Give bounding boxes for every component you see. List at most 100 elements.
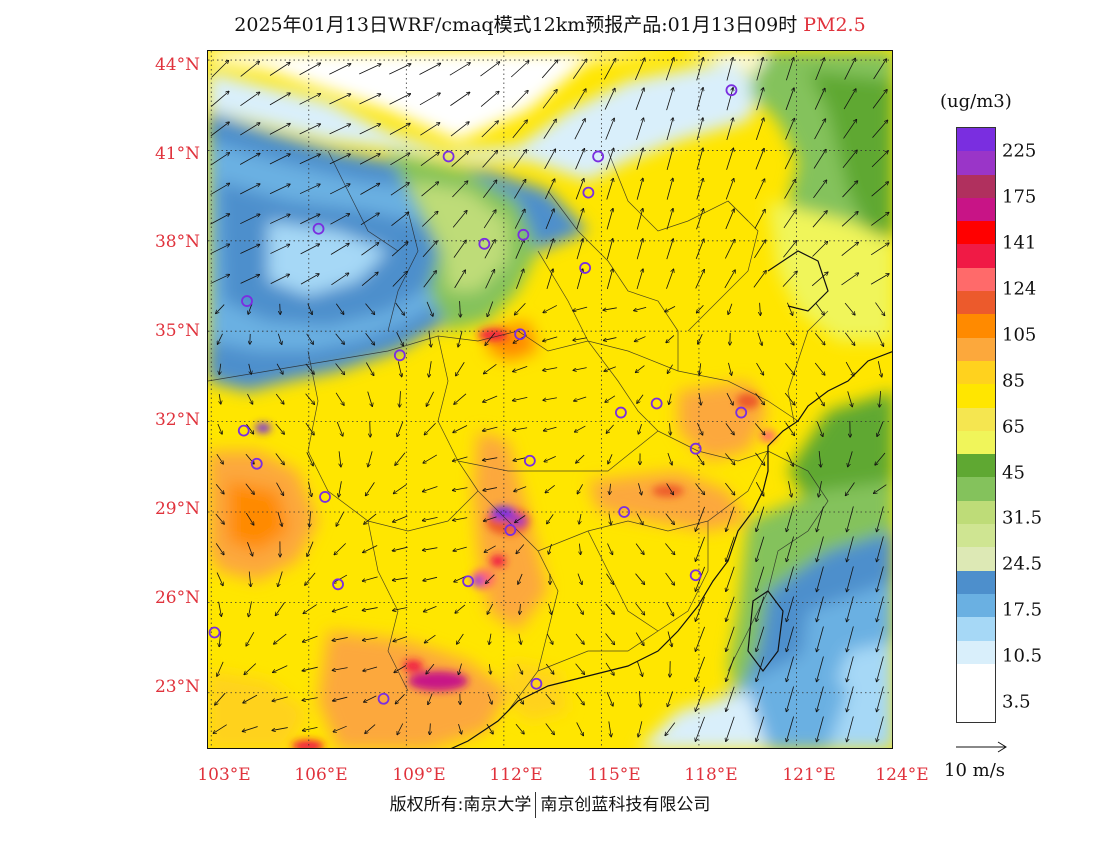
wind-arrow: [728, 303, 733, 315]
copyright-right: 南京创蓝科技有限公司: [540, 795, 711, 815]
wind-arrow: [516, 693, 524, 704]
wind-arrow: [543, 397, 557, 401]
wind-arrow: [485, 270, 495, 289]
wind-arrow: [573, 337, 588, 341]
wind-arrow: [666, 335, 675, 342]
wind-arrow: [726, 566, 735, 592]
wind-arrow: [695, 596, 705, 621]
wind-arrow: [875, 302, 884, 316]
wind-arrow: [421, 211, 438, 227]
wind-arrow: [512, 120, 527, 139]
wind-arrow: [423, 454, 438, 463]
wind-arrow: [783, 241, 796, 258]
wind-arrow: [396, 331, 404, 346]
wind-arrow: [483, 180, 496, 199]
wind-arrow: [606, 178, 613, 200]
wind-arrow: [665, 543, 674, 555]
wind-arrow: [576, 722, 584, 735]
wind-arrow: [300, 244, 320, 255]
wind-arrow: [696, 118, 703, 141]
wind-arrow: [240, 245, 259, 254]
wind-arrow: [453, 546, 467, 551]
wind-arrow: [577, 573, 582, 585]
wind-arrow: [515, 302, 526, 315]
wind-arrow: [513, 427, 528, 430]
wind-arrow: [726, 88, 733, 111]
wind-arrow: [814, 88, 825, 110]
wind-arrow: [389, 94, 411, 105]
wind-arrow: [609, 483, 610, 495]
wind-arrow: [329, 124, 351, 135]
wind-arrow: [389, 123, 410, 135]
wind-arrow: [219, 631, 221, 646]
wind-arrow: [697, 305, 704, 312]
wind-arrow: [726, 686, 735, 712]
wind-arrow: [576, 239, 583, 260]
city-marker: [650, 397, 663, 410]
wind-arrow: [782, 271, 797, 287]
wind-arrow: [300, 214, 319, 225]
wind-arrow: [452, 181, 467, 198]
wind-arrow: [696, 209, 704, 230]
city-marker: [592, 150, 605, 163]
wind-arrow: [361, 243, 378, 256]
wind-arrow: [363, 637, 378, 641]
wind-arrow: [841, 242, 858, 256]
wind-arrow: [419, 63, 440, 75]
wind-arrow: [818, 481, 822, 497]
wind-arrow: [847, 596, 854, 621]
wind-arrow: [843, 89, 856, 110]
wind-arrow: [455, 604, 466, 613]
wind-arrow: [695, 656, 705, 681]
wind-arrow: [269, 184, 290, 195]
wind-arrow: [483, 395, 498, 402]
wind-arrow: [544, 149, 556, 170]
city-marker: [530, 677, 543, 690]
city-marker: [393, 349, 406, 362]
wind-arrow: [697, 422, 702, 435]
wind-arrow: [670, 423, 671, 435]
wind-arrow: [635, 603, 645, 614]
wind-arrow: [458, 331, 463, 346]
city-marker: [725, 84, 738, 97]
wind-arrow: [300, 274, 319, 285]
wind-arrow: [484, 240, 495, 259]
wind-arrow: [333, 696, 348, 701]
wind-arrow: [606, 691, 613, 706]
wind-arrow: [666, 269, 673, 289]
wind-arrow: [305, 572, 316, 585]
city-marker: [462, 575, 474, 588]
wind-arrow: [333, 725, 347, 732]
wind-arrow: [847, 391, 853, 406]
colorbar-label: 85: [1002, 370, 1025, 392]
wind-arrow: [486, 574, 495, 584]
wind-arrow: [247, 393, 252, 404]
wind-arrow: [240, 184, 260, 195]
wind-arrow: [332, 637, 348, 640]
wind-arrow: [784, 179, 795, 199]
wind-arrow: [605, 148, 613, 170]
wind-arrow: [303, 635, 318, 642]
wind-arrow: [276, 482, 284, 496]
wind-arrow: [339, 481, 342, 496]
wind-arrow: [240, 154, 260, 165]
wind-arrow: [246, 423, 253, 434]
wind-arrow: [817, 716, 824, 741]
wind-arrow: [603, 307, 617, 310]
wind-arrow: [877, 361, 881, 377]
colorbar-label: 3.5: [1002, 691, 1031, 713]
colorbar-segment: [957, 267, 995, 292]
colorbar-segment: [957, 151, 995, 175]
colorbar-label: 45: [1002, 462, 1025, 484]
wind-arrow: [360, 184, 379, 195]
wind-arrow: [879, 391, 880, 407]
wind-arrow: [421, 182, 439, 197]
wind-arrow: [695, 506, 705, 531]
lat-tick-label: 26°N: [154, 588, 200, 608]
wind-arrow: [726, 596, 735, 622]
lat-tick-label: 38°N: [154, 232, 200, 252]
wind-vectors: [210, 58, 888, 742]
wind-arrow: [426, 391, 434, 406]
wind-arrow: [726, 148, 734, 170]
wind-arrow: [248, 303, 253, 314]
